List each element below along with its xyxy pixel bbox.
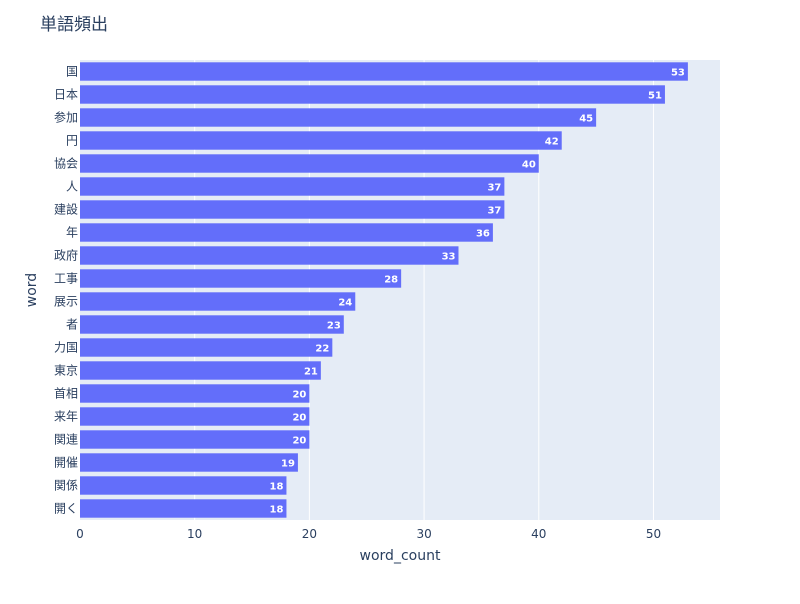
bar-value-label: 42 [545,137,559,148]
bar-5[interactable] [80,177,505,196]
y-tick-label: 開く [54,502,78,516]
bar-17[interactable] [80,453,298,472]
bar-value-label: 20 [292,436,306,447]
bar-value-label: 45 [579,114,593,125]
bar-8[interactable] [80,246,459,265]
x-tick-label: 40 [531,527,546,541]
bar-4[interactable] [80,154,539,173]
y-tick-label: 来年 [54,410,78,424]
bar-value-labels: 53 51 45 42 40 37 37 36 33 28 24 23 22 21 20 20 20 19 18 18 [270,68,685,516]
bar-value-label: 22 [315,344,329,355]
y-tick-label: 人 [66,180,78,194]
y-tick-label: 年 [66,226,78,240]
bar-value-label: 24 [338,298,352,309]
bar-6[interactable] [80,200,505,219]
bar-7[interactable] [80,223,493,242]
bar-0[interactable] [80,62,688,81]
y-tick-label: 国 [66,65,78,79]
y-tick-label: 日本 [54,88,78,102]
bar-12[interactable] [80,338,333,357]
bar-18[interactable] [80,476,287,495]
y-tick-label: 力国 [54,341,78,355]
x-axis-title: word_count [360,548,441,564]
bar-16[interactable] [80,430,310,449]
bar-3[interactable] [80,131,562,150]
x-tick-label: 50 [646,527,661,541]
x-tick-label: 30 [416,527,431,541]
y-tick-label: 関係 [54,479,78,493]
y-tick-label: 円 [66,134,78,148]
bar-value-label: 33 [442,252,456,263]
bar-value-label: 20 [292,390,306,401]
bar-value-label: 40 [522,160,536,171]
bar-value-label: 20 [292,413,306,424]
bar-1[interactable] [80,85,665,104]
bar-13[interactable] [80,361,321,380]
bar-value-label: 36 [476,229,490,240]
bar-11[interactable] [80,315,344,334]
bar-2[interactable] [80,108,597,127]
x-tick-label: 0 [76,527,84,541]
chart-title: 単語頻出 [40,15,108,35]
bar-9[interactable] [80,269,402,288]
bar-value-label: 28 [384,275,398,286]
x-tick-label: 20 [302,527,317,541]
plot-background [80,60,720,520]
y-tick-label: 参加 [54,110,78,125]
y-tick-label: 政府 [54,248,78,263]
y-tick-label: 協会 [54,156,78,171]
y-tick-label: 者 [66,318,78,332]
y-axis-title: word [24,273,40,307]
bar-value-label: 18 [270,505,284,516]
x-axis-tick-labels: 0 10 20 30 40 50 [76,527,661,541]
bar-19[interactable] [80,499,287,518]
bar-value-label: 37 [487,206,501,217]
bar-value-label: 51 [648,91,662,102]
bar-value-label: 19 [281,459,295,470]
bar-value-label: 18 [270,482,284,493]
bar-value-label: 53 [671,68,685,79]
bars-group [80,62,688,518]
bar-10[interactable] [80,292,356,311]
bar-14[interactable] [80,384,310,403]
x-tick-label: 10 [187,527,202,541]
y-tick-label: 工事 [54,272,78,286]
y-tick-label: 展示 [54,295,78,309]
y-tick-label: 首相 [54,387,78,401]
bar-value-label: 21 [304,367,318,378]
y-tick-label: 開催 [54,456,78,470]
y-tick-label: 東京 [54,364,78,378]
y-tick-label: 建設 [54,202,78,217]
bar-value-label: 23 [327,321,341,332]
y-tick-label: 関連 [54,433,78,447]
bar-value-label: 37 [487,183,501,194]
bar-15[interactable] [80,407,310,426]
